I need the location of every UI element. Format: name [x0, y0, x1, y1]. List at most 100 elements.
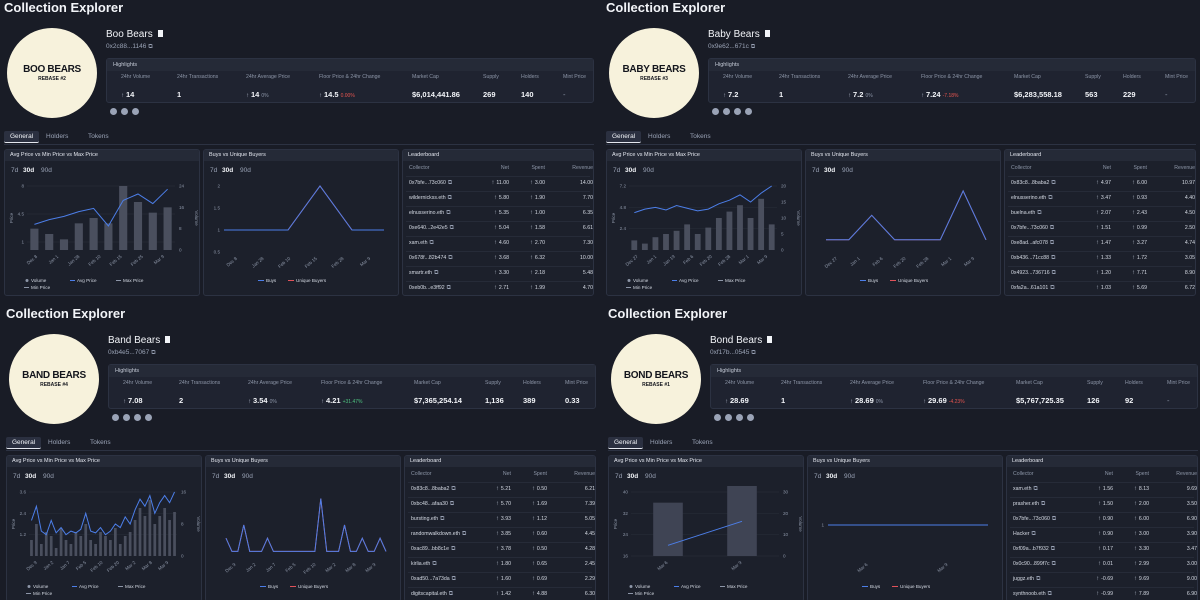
tab-tokens[interactable]: Tokens — [88, 133, 109, 140]
period-90d[interactable]: 90d — [43, 473, 54, 480]
external-link-icon[interactable]: ⧉ — [1051, 270, 1056, 276]
bookmark-icon[interactable] — [165, 336, 171, 343]
period-7d[interactable]: 7d — [11, 167, 19, 174]
external-link-icon[interactable]: ⧉ — [1050, 546, 1056, 552]
tab-holders[interactable]: Holders — [48, 439, 71, 446]
external-link-icon[interactable]: ⧉ — [440, 516, 445, 522]
period-30d[interactable]: 30d — [625, 167, 637, 174]
external-link-icon[interactable]: ⧉ — [1051, 561, 1056, 567]
bookmark-icon[interactable] — [157, 30, 163, 37]
contract-address-link[interactable]: 0xf17b...0545 ⧉ — [710, 349, 756, 357]
leaderboard-collector[interactable]: bursting.eth ⧉ — [411, 516, 444, 523]
contract-address-link[interactable]: 0xb4e5...7067 ⧉ — [108, 349, 156, 357]
external-link-icon[interactable]: ⧉ — [449, 501, 455, 507]
contract-address-link[interactable]: 0x9e62...671c ⧉ — [708, 43, 755, 51]
external-link-icon[interactable]: ⧉ — [1050, 285, 1055, 291]
period-90d[interactable]: 90d — [645, 473, 656, 480]
period-30d[interactable]: 30d — [826, 473, 838, 480]
period-30d[interactable]: 30d — [222, 167, 234, 174]
tab-tokens[interactable]: Tokens — [692, 439, 713, 446]
external-link-icon[interactable]: ⧉ — [151, 350, 156, 356]
external-link-icon[interactable]: ⧉ — [462, 531, 467, 537]
period-90d[interactable]: 90d — [643, 167, 654, 174]
external-link-icon[interactable]: ⧉ — [750, 44, 756, 50]
external-link-icon[interactable]: ⧉ — [1031, 531, 1036, 537]
discord-icon[interactable] — [745, 108, 752, 115]
leaderboard-collector[interactable]: kirlia.eth ⧉ — [411, 561, 437, 568]
etherscan-icon[interactable] — [736, 414, 743, 421]
tab-holders[interactable]: Holders — [46, 133, 69, 140]
period-30d[interactable]: 30d — [23, 167, 35, 174]
contract-address-link[interactable]: 0x2c88...1146 ⧉ — [106, 43, 153, 51]
leaderboard-collector[interactable]: xam.eth ⧉ — [1013, 486, 1038, 493]
leaderboard-collector[interactable]: 0xeb0b...e3ff92 ⧉ — [409, 285, 451, 292]
leaderboard-collector[interactable]: randomwalkdown.eth ⧉ — [411, 531, 466, 538]
period-90d[interactable]: 90d — [242, 473, 253, 480]
external-link-icon[interactable]: ⧉ — [429, 240, 434, 246]
external-link-icon[interactable]: ⧉ — [434, 270, 439, 276]
discord-icon[interactable] — [747, 414, 754, 421]
tab-tokens[interactable]: Tokens — [90, 439, 111, 446]
external-link-icon[interactable]: ⧉ — [751, 350, 756, 356]
leaderboard-collector[interactable]: xam.eth ⧉ — [409, 240, 434, 247]
leaderboard-collector[interactable]: juggz.eth ⧉ — [1013, 576, 1040, 583]
website-icon[interactable] — [110, 108, 117, 115]
external-link-icon[interactable]: ⧉ — [1051, 255, 1056, 261]
opensea-icon[interactable] — [121, 108, 128, 115]
leaderboard-collector[interactable]: 0x7bfe...73c060 ⧉ — [1011, 225, 1054, 232]
period-7d[interactable]: 7d — [812, 167, 820, 174]
external-link-icon[interactable]: ⧉ — [448, 255, 453, 261]
tab-general[interactable]: General — [606, 131, 642, 143]
external-link-icon[interactable]: ⧉ — [448, 591, 454, 597]
leaderboard-collector[interactable]: 0xad50...7a73da ⧉ — [411, 576, 456, 583]
leaderboard-collector[interactable]: 0xe640...2e42e5 ⧉ — [409, 225, 454, 232]
leaderboard-collector[interactable]: Hacker ⧉ — [1013, 531, 1036, 538]
leaderboard-collector[interactable]: buelna.eth ⧉ — [1011, 210, 1042, 217]
external-link-icon[interactable]: ⧉ — [446, 210, 451, 216]
etherscan-icon[interactable] — [734, 108, 741, 115]
period-7d[interactable]: 7d — [212, 473, 220, 480]
external-link-icon[interactable]: ⧉ — [1040, 501, 1046, 507]
tab-holders[interactable]: Holders — [648, 133, 671, 140]
period-30d[interactable]: 30d — [25, 473, 37, 480]
external-link-icon[interactable]: ⧉ — [447, 195, 452, 201]
bookmark-icon[interactable] — [767, 336, 773, 343]
external-link-icon[interactable]: ⧉ — [451, 546, 456, 552]
leaderboard-collector[interactable]: 0xe8ad...afc078 ⧉ — [1011, 240, 1054, 247]
period-90d[interactable]: 90d — [842, 167, 853, 174]
etherscan-icon[interactable] — [132, 108, 139, 115]
period-90d[interactable]: 90d — [41, 167, 52, 174]
leaderboard-collector[interactable]: 0x678f...82b474 ⧉ — [409, 255, 453, 262]
external-link-icon[interactable]: ⧉ — [446, 285, 451, 291]
external-link-icon[interactable]: ⧉ — [451, 486, 456, 492]
external-link-icon[interactable]: ⧉ — [1051, 180, 1056, 186]
website-icon[interactable] — [714, 414, 721, 421]
tab-general[interactable]: General — [608, 437, 644, 449]
leaderboard-collector[interactable]: 0xb436...71cc88 ⧉ — [1011, 255, 1055, 262]
tab-tokens[interactable]: Tokens — [690, 133, 711, 140]
leaderboard-collector[interactable]: 0xfa2a...61a101 ⧉ — [1011, 285, 1055, 292]
opensea-icon[interactable] — [725, 414, 732, 421]
tab-general[interactable]: General — [4, 131, 40, 143]
opensea-icon[interactable] — [123, 414, 130, 421]
leaderboard-collector[interactable]: synthnoob.eth ⧉ — [1013, 591, 1052, 598]
tab-general[interactable]: General — [6, 437, 42, 449]
leaderboard-collector[interactable]: 0x83c8...8baba2 ⧉ — [411, 486, 456, 493]
leaderboard-collector[interactable]: prasher.eth ⧉ — [1013, 501, 1045, 508]
leaderboard-collector[interactable]: wildernickss.eth ⧉ — [409, 195, 452, 202]
external-link-icon[interactable]: ⧉ — [451, 576, 456, 582]
leaderboard-collector[interactable]: 0x0c90...899f7c ⧉ — [1013, 561, 1056, 568]
opensea-icon[interactable] — [723, 108, 730, 115]
period-7d[interactable]: 7d — [13, 473, 21, 480]
leaderboard-collector[interactable]: digitscapital.eth ⧉ — [411, 591, 453, 598]
period-90d[interactable]: 90d — [240, 167, 251, 174]
leaderboard-collector[interactable]: smartr.eth ⧉ — [409, 270, 438, 277]
external-link-icon[interactable]: ⧉ — [148, 44, 153, 50]
external-link-icon[interactable]: ⧉ — [1033, 486, 1038, 492]
etherscan-icon[interactable] — [134, 414, 141, 421]
website-icon[interactable] — [112, 414, 119, 421]
website-icon[interactable] — [712, 108, 719, 115]
external-link-icon[interactable]: ⧉ — [1036, 576, 1041, 582]
leaderboard-collector[interactable]: 0x4923...736716 ⧉ — [1011, 270, 1056, 277]
leaderboard-collector[interactable]: elnusserino.eth ⧉ — [409, 210, 450, 217]
